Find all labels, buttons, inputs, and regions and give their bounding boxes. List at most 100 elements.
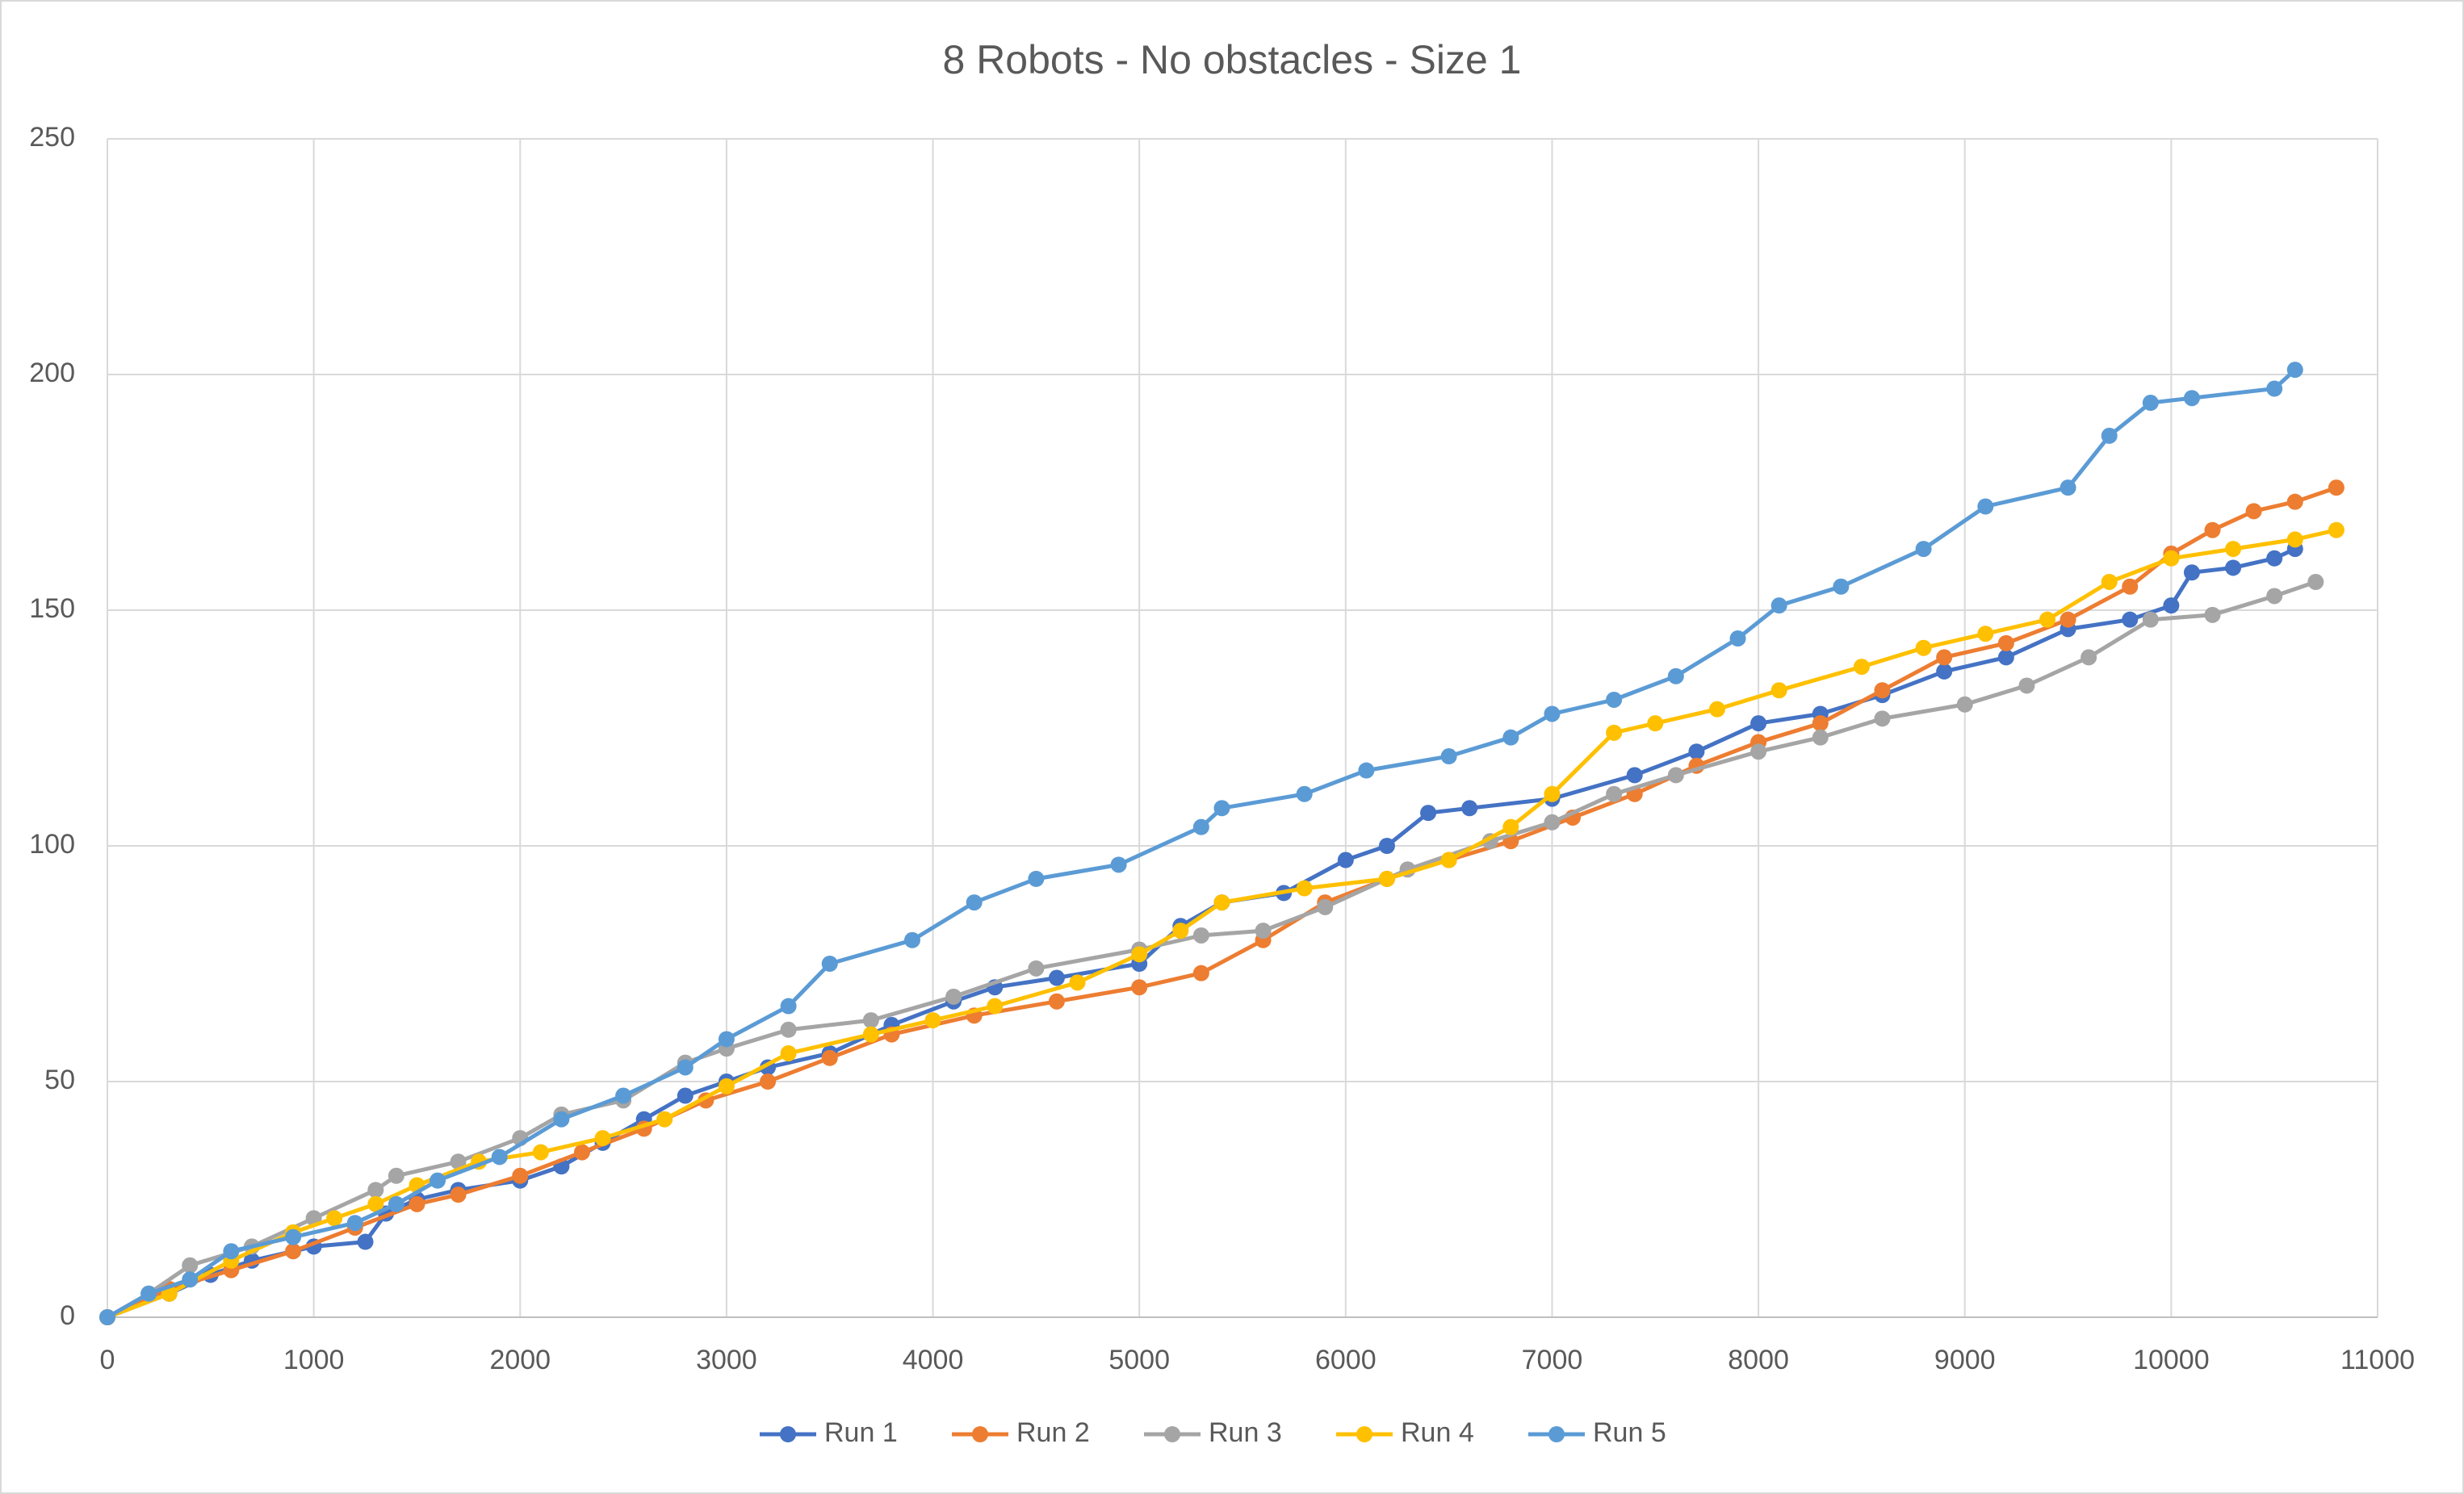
data-point: [1708, 701, 1725, 718]
data-point: [1606, 691, 1623, 708]
data-point: [2039, 611, 2055, 628]
data-point: [2286, 493, 2303, 510]
data-point: [450, 1153, 467, 1170]
data-point: [367, 1195, 384, 1212]
x-tick-label: 10000: [2133, 1345, 2210, 1375]
data-point: [760, 1073, 777, 1090]
legend-marker: [780, 1426, 796, 1442]
data-point: [2018, 677, 2035, 694]
data-point: [2328, 479, 2345, 496]
data-point: [1915, 541, 1932, 558]
data-point: [1358, 762, 1375, 779]
data-point: [1192, 927, 1209, 944]
data-point: [140, 1285, 157, 1302]
data-point: [945, 988, 962, 1005]
data-point: [1544, 814, 1561, 831]
data-point: [615, 1087, 632, 1104]
data-point: [780, 1021, 797, 1038]
y-tick-label: 0: [60, 1300, 75, 1331]
data-point: [2183, 564, 2200, 581]
data-point: [1626, 767, 1643, 784]
x-tick-label: 7000: [1522, 1345, 1583, 1375]
data-point: [987, 998, 1004, 1015]
y-tick-label: 150: [29, 593, 75, 624]
data-point: [512, 1167, 529, 1184]
x-tick-label: 3000: [696, 1345, 757, 1375]
data-point: [1461, 800, 1478, 817]
data-point: [1853, 659, 1870, 676]
data-point: [1502, 729, 1519, 746]
x-tick-label: 9000: [1934, 1345, 1996, 1375]
data-point: [2204, 521, 2221, 538]
data-point: [2328, 521, 2345, 538]
series-line: [106, 485, 2337, 1320]
data-point: [346, 1215, 363, 1232]
data-point: [2266, 588, 2283, 605]
data-point: [1956, 696, 1973, 713]
data-point: [2204, 606, 2221, 623]
data-point: [1028, 960, 1045, 977]
data-point: [2286, 362, 2303, 379]
data-point: [1606, 785, 1623, 802]
data-point: [1647, 715, 1664, 732]
data-point: [924, 1012, 941, 1029]
data-point: [1544, 785, 1561, 802]
data-point: [182, 1257, 199, 1274]
data-point: [2307, 573, 2324, 590]
data-point: [1440, 852, 1457, 868]
data-point: [388, 1167, 404, 1184]
series: [99, 479, 2345, 1325]
data-point: [1317, 898, 1334, 915]
legend-label: Run 5: [1593, 1417, 1666, 1448]
data-point: [2142, 395, 2159, 412]
series: [99, 362, 2303, 1325]
data-point: [1131, 946, 1148, 963]
data-point: [223, 1243, 240, 1260]
data-point: [2060, 479, 2076, 496]
data-point: [1812, 715, 1829, 732]
data-point: [656, 1111, 673, 1128]
data-point: [1192, 818, 1209, 835]
data-point: [2245, 503, 2262, 520]
data-point: [2266, 380, 2283, 397]
data-point: [1131, 979, 1148, 996]
data-point: [450, 1186, 467, 1203]
data-point: [1997, 649, 2014, 666]
data-point: [1213, 894, 1230, 911]
data-point: [1770, 597, 1787, 614]
data-point: [862, 1012, 879, 1029]
data-point: [718, 1078, 735, 1094]
data-point: [903, 931, 920, 948]
data-point: [2225, 559, 2242, 576]
x-tick-label: 0: [100, 1345, 115, 1375]
data-point: [1812, 729, 1829, 746]
data-point: [1048, 969, 1065, 986]
data-point: [2183, 390, 2200, 407]
legend-marker: [1548, 1426, 1565, 1442]
y-tick-label: 100: [29, 829, 75, 860]
data-point: [821, 956, 838, 972]
data-point: [1544, 705, 1561, 722]
data-point: [1440, 748, 1457, 765]
y-tick-label: 200: [29, 358, 75, 388]
data-point: [2081, 649, 2097, 666]
data-point: [677, 1059, 694, 1076]
data-point: [2266, 550, 2283, 567]
x-tick-label: 8000: [1728, 1345, 1789, 1375]
data-point: [1255, 923, 1272, 940]
data-point: [1770, 682, 1787, 699]
x-tick-label: 2000: [489, 1345, 551, 1375]
x-tick-label: 1000: [283, 1345, 345, 1375]
data-point: [1606, 724, 1623, 741]
legend-label: Run 4: [1401, 1417, 1474, 1448]
data-point: [1213, 800, 1230, 817]
data-point: [1874, 710, 1891, 727]
data-point: [1378, 838, 1395, 854]
legend-label: Run 2: [1016, 1417, 1090, 1448]
data-point: [1378, 870, 1395, 887]
data-point: [780, 1044, 797, 1061]
data-point: [1667, 667, 1684, 684]
data-point: [182, 1271, 199, 1288]
